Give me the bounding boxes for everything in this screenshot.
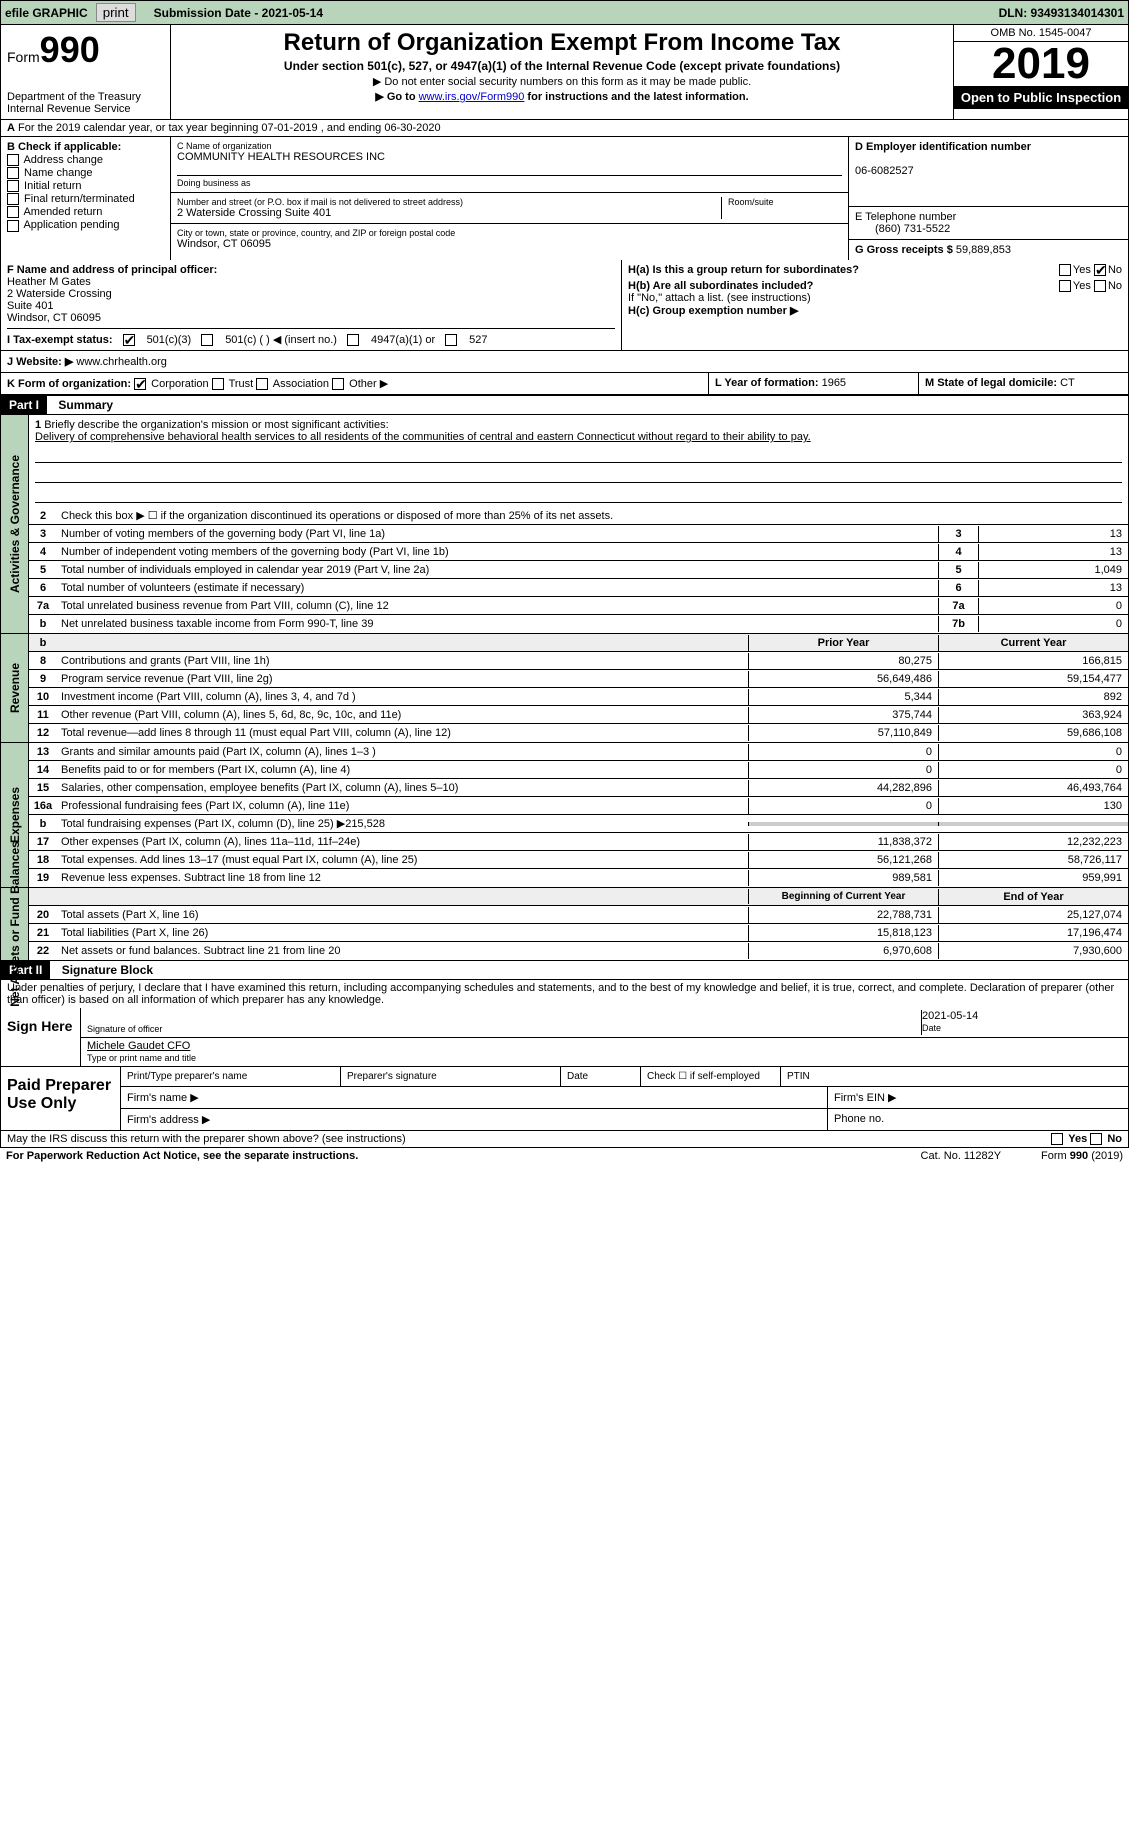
501c-checkbox[interactable] [201,334,213,346]
form-title-cell: Return of Organization Exempt From Incom… [171,25,953,119]
col-b-label: B Check if applicable: [7,141,121,153]
row-a: A For the 2019 calendar year, or tax yea… [0,120,1129,137]
sign-block: Sign Here Signature of officer 2021-05-1… [0,1008,1129,1067]
irs-link[interactable]: www.irs.gov/Form990 [419,91,525,103]
org-address: 2 Waterside Crossing Suite 401 [177,207,715,219]
527-checkbox[interactable] [445,334,457,346]
perjury-text: Under penalties of perjury, I declare th… [0,980,1129,1008]
form-number: 990 [40,29,100,70]
header-bar: efile GRAPHIC print Submission Date - 20… [0,0,1129,25]
col-c: C Name of organization COMMUNITY HEALTH … [171,137,848,260]
mission-text: Delivery of comprehensive behavioral hea… [35,431,811,443]
col-d: D Employer identification number 06-6082… [848,137,1128,260]
dln-label: DLN: 93493134014301 [999,6,1124,20]
4947-checkbox[interactable] [347,334,359,346]
irs-discuss-row: May the IRS discuss this return with the… [0,1131,1129,1148]
form-subtitle: Under section 501(c), 527, or 4947(a)(1)… [179,59,945,73]
part1-title: Summary [50,396,121,414]
part2-title: Signature Block [54,961,161,979]
efile-label: efile GRAPHIC [5,6,88,20]
501c3-checkbox[interactable] [123,334,135,346]
part1-header: Part I [1,396,47,414]
governance-section: Activities & Governance 1 Briefly descri… [0,415,1129,634]
preparer-block: Paid Preparer Use Only Print/Type prepar… [0,1067,1129,1131]
section-fhi: F Name and address of principal officer:… [0,260,1129,351]
print-button[interactable]: print [96,3,136,22]
website-value: www.chrhealth.org [76,356,167,368]
col-b: B Check if applicable: Address change Na… [1,137,171,260]
k-row: K Form of organization: Corporation Trus… [0,373,1129,395]
submission-date: Submission Date - 2021-05-14 [154,6,323,20]
phone-value: (860) 731-5522 [875,223,950,235]
revenue-section: Revenue b Prior Year Current Year 8Contr… [0,634,1129,743]
org-name: COMMUNITY HEALTH RESOURCES INC [177,151,842,163]
expenses-section: Expenses 13Grants and similar amounts pa… [0,743,1129,888]
form-note2: ▶ Go to www.irs.gov/Form990 for instruct… [179,90,945,103]
year-label: 2019 [954,42,1128,86]
form-title: Return of Organization Exempt From Incom… [179,29,945,57]
form-id-cell: Form990 Department of the Treasury Inter… [1,25,171,119]
col-h: H(a) Is this a group return for subordin… [621,260,1128,350]
gross-value: 59,889,853 [956,244,1011,256]
section-bcd: B Check if applicable: Address change Na… [0,137,1129,260]
form-note1: ▶ Do not enter social security numbers o… [179,75,945,88]
ein-value: 06-6082527 [855,165,914,177]
netassets-section: Net Assets or Fund Balances Beginning of… [0,888,1129,961]
org-city: Windsor, CT 06095 [177,238,842,250]
form-header-row: Form990 Department of the Treasury Inter… [0,25,1129,120]
inspect-label: Open to Public Inspection [954,86,1128,109]
col-f: F Name and address of principal officer:… [1,260,621,350]
form-year-cell: OMB No. 1545-0047 2019 Open to Public In… [953,25,1128,119]
form-label: Form [7,49,40,65]
website-row: J Website: ▶ www.chrhealth.org [0,351,1129,373]
footer-row: For Paperwork Reduction Act Notice, see … [0,1148,1129,1164]
dept-label: Department of the Treasury Internal Reve… [7,91,164,115]
